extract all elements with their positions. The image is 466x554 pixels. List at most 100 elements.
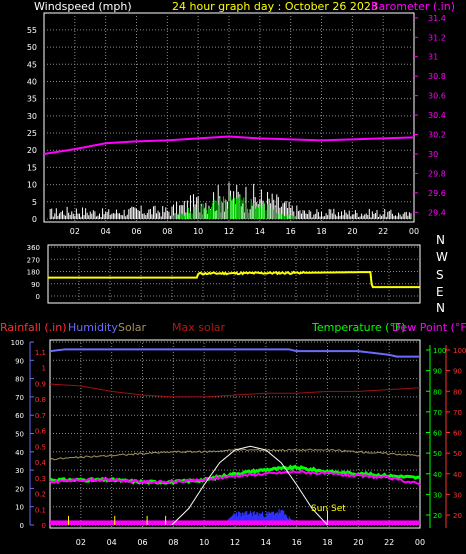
rain-tick-label: 0.5 — [35, 443, 46, 451]
humidity-tick-label: 0 — [20, 522, 24, 530]
legend-dew-point: Dew Point (°F) — [392, 321, 466, 334]
temperature-tick-label: 50 — [433, 450, 442, 458]
wind-direction-line — [48, 270, 420, 289]
rain-tick-label: 0.2 — [35, 491, 46, 499]
compass-label-n: N — [436, 233, 445, 247]
x-tick-label: 00 — [415, 538, 425, 547]
windspeed-tick-label: 35 — [27, 95, 37, 104]
barometer-axis-label: Barometer (.in) — [371, 0, 455, 13]
direction-tick-label: 360 — [27, 244, 40, 252]
barometer-tick-label: 30.8 — [428, 72, 446, 81]
rain-tick-label: 0 — [42, 522, 46, 530]
rain-tick-label: 1 — [42, 365, 46, 373]
dew-point-tick-label: 80 — [453, 388, 462, 396]
panel1-title: 24 hour graph day : October 26 2023 — [172, 0, 378, 13]
x-tick-label: 08 — [168, 538, 178, 547]
windspeed-tick-label: 25 — [27, 129, 37, 138]
barometer-tick-label: 31 — [428, 53, 438, 62]
humidity-tick-label: 70 — [15, 394, 24, 402]
legend-temperature: Temperature (°F) — [311, 321, 406, 334]
temperature-tick-label: 20 — [433, 512, 442, 520]
direction-tick-label: 0 — [36, 293, 40, 301]
rain-tick-label: 0.1 — [35, 506, 46, 514]
rain-tick-label: 0.8 — [35, 396, 46, 404]
x-tick-label: 06 — [137, 538, 147, 547]
windspeed-tick-label: 0 — [32, 215, 37, 224]
max-temp-line — [49, 383, 421, 398]
dew-point-tick-label: 30 — [453, 491, 462, 499]
rain-tick-label: 1.1 — [35, 349, 46, 357]
panel2-frame — [47, 244, 421, 304]
barometer-tick-label: 30.4 — [428, 111, 446, 120]
x-tick-label: 14 — [255, 227, 265, 236]
compass-label-s: S — [436, 268, 444, 282]
x-tick-label: 20 — [353, 538, 363, 547]
legend-humidity: Humidity — [68, 321, 118, 334]
x-tick-label: 02 — [76, 538, 86, 547]
solar-base-band — [50, 520, 420, 525]
dew-point-line — [49, 469, 421, 486]
temperature-tick-label: 40 — [433, 471, 442, 479]
legend-solar: Solar — [118, 321, 147, 334]
humidity-tick-label: 50 — [15, 431, 24, 439]
x-tick-label: 10 — [199, 538, 209, 547]
humidity-tick-label: 100 — [11, 339, 24, 347]
x-tick-label: 04 — [101, 227, 111, 236]
x-tick-label: 14 — [261, 538, 271, 547]
rain-tick-label: 0.6 — [35, 428, 47, 436]
x-tick-label: 16 — [286, 227, 296, 236]
humidity-tick-label: 80 — [15, 376, 24, 384]
max-solar-curve — [171, 445, 328, 526]
windspeed-tick-label: 55 — [27, 26, 37, 35]
dew-point-tick-label: 60 — [453, 430, 462, 438]
dew-point-tick-label: 20 — [453, 512, 462, 520]
barometer-tick-label: 30.6 — [428, 92, 446, 101]
rain-humidity-temperature-chart: 10090807060504030201001.110.90.80.70.60.… — [11, 339, 466, 547]
barometer-tick-label: 29.6 — [428, 189, 446, 198]
x-tick-label: 02 — [70, 227, 80, 236]
x-tick-label: 06 — [131, 227, 141, 236]
dew-point-tick-label: 70 — [453, 409, 462, 417]
windspeed-tick-label: 5 — [32, 198, 37, 207]
barometer-tick-label: 29.4 — [428, 208, 446, 217]
x-tick-label: 22 — [378, 227, 388, 236]
windspeed-tick-label: 15 — [27, 163, 37, 172]
dew-point-tick-label: 90 — [453, 368, 462, 376]
barometer-tick-label: 30.2 — [428, 131, 446, 140]
compass-label-w: W — [436, 250, 448, 264]
rain-tick-label: 0.7 — [35, 412, 46, 420]
x-tick-label: 22 — [384, 538, 394, 547]
windspeed-tick-label: 50 — [27, 43, 37, 52]
temperature-tick-label: 60 — [433, 430, 442, 438]
windspeed-tick-label: 20 — [27, 146, 37, 155]
x-tick-label: 18 — [322, 538, 332, 547]
x-tick-label: 20 — [347, 227, 357, 236]
x-tick-label: 16 — [292, 538, 302, 547]
rain-tick-label: 0.3 — [35, 475, 46, 483]
rain-tick-label: 0.9 — [35, 380, 46, 388]
compass-label-e: E — [436, 285, 444, 299]
legend-max-solar: Max solar — [172, 321, 225, 334]
wind-barometer-chart: 555045403530252015105031.431.23130.830.6… — [27, 12, 446, 236]
dew-point-tick-label: 40 — [453, 471, 462, 479]
direction-tick-label: 90 — [31, 281, 40, 289]
barometer-tick-label: 29.8 — [428, 169, 446, 178]
windspeed-tick-label: 40 — [27, 77, 37, 86]
humidity-tick-label: 30 — [15, 467, 24, 475]
rain-tick-label: 0.4 — [35, 459, 47, 467]
windspeed-tick-label: 30 — [27, 112, 37, 121]
dew-point-tick-label: 100 — [453, 347, 466, 355]
temperature-tick-label: 70 — [433, 409, 442, 417]
windspeed-tick-label: 10 — [27, 181, 37, 190]
humidity-tick-label: 10 — [15, 504, 24, 512]
temperature-tick-label: 90 — [433, 368, 442, 376]
x-tick-label: 04 — [107, 538, 117, 547]
sunset-annotation: Sun Set — [311, 504, 346, 514]
legend-rainfall: Rainfall (.in) — [0, 321, 67, 334]
temperature-tick-label: 30 — [433, 491, 442, 499]
x-tick-label: 12 — [230, 538, 240, 547]
x-tick-label: 10 — [193, 227, 203, 236]
direction-tick-label: 180 — [27, 269, 40, 277]
